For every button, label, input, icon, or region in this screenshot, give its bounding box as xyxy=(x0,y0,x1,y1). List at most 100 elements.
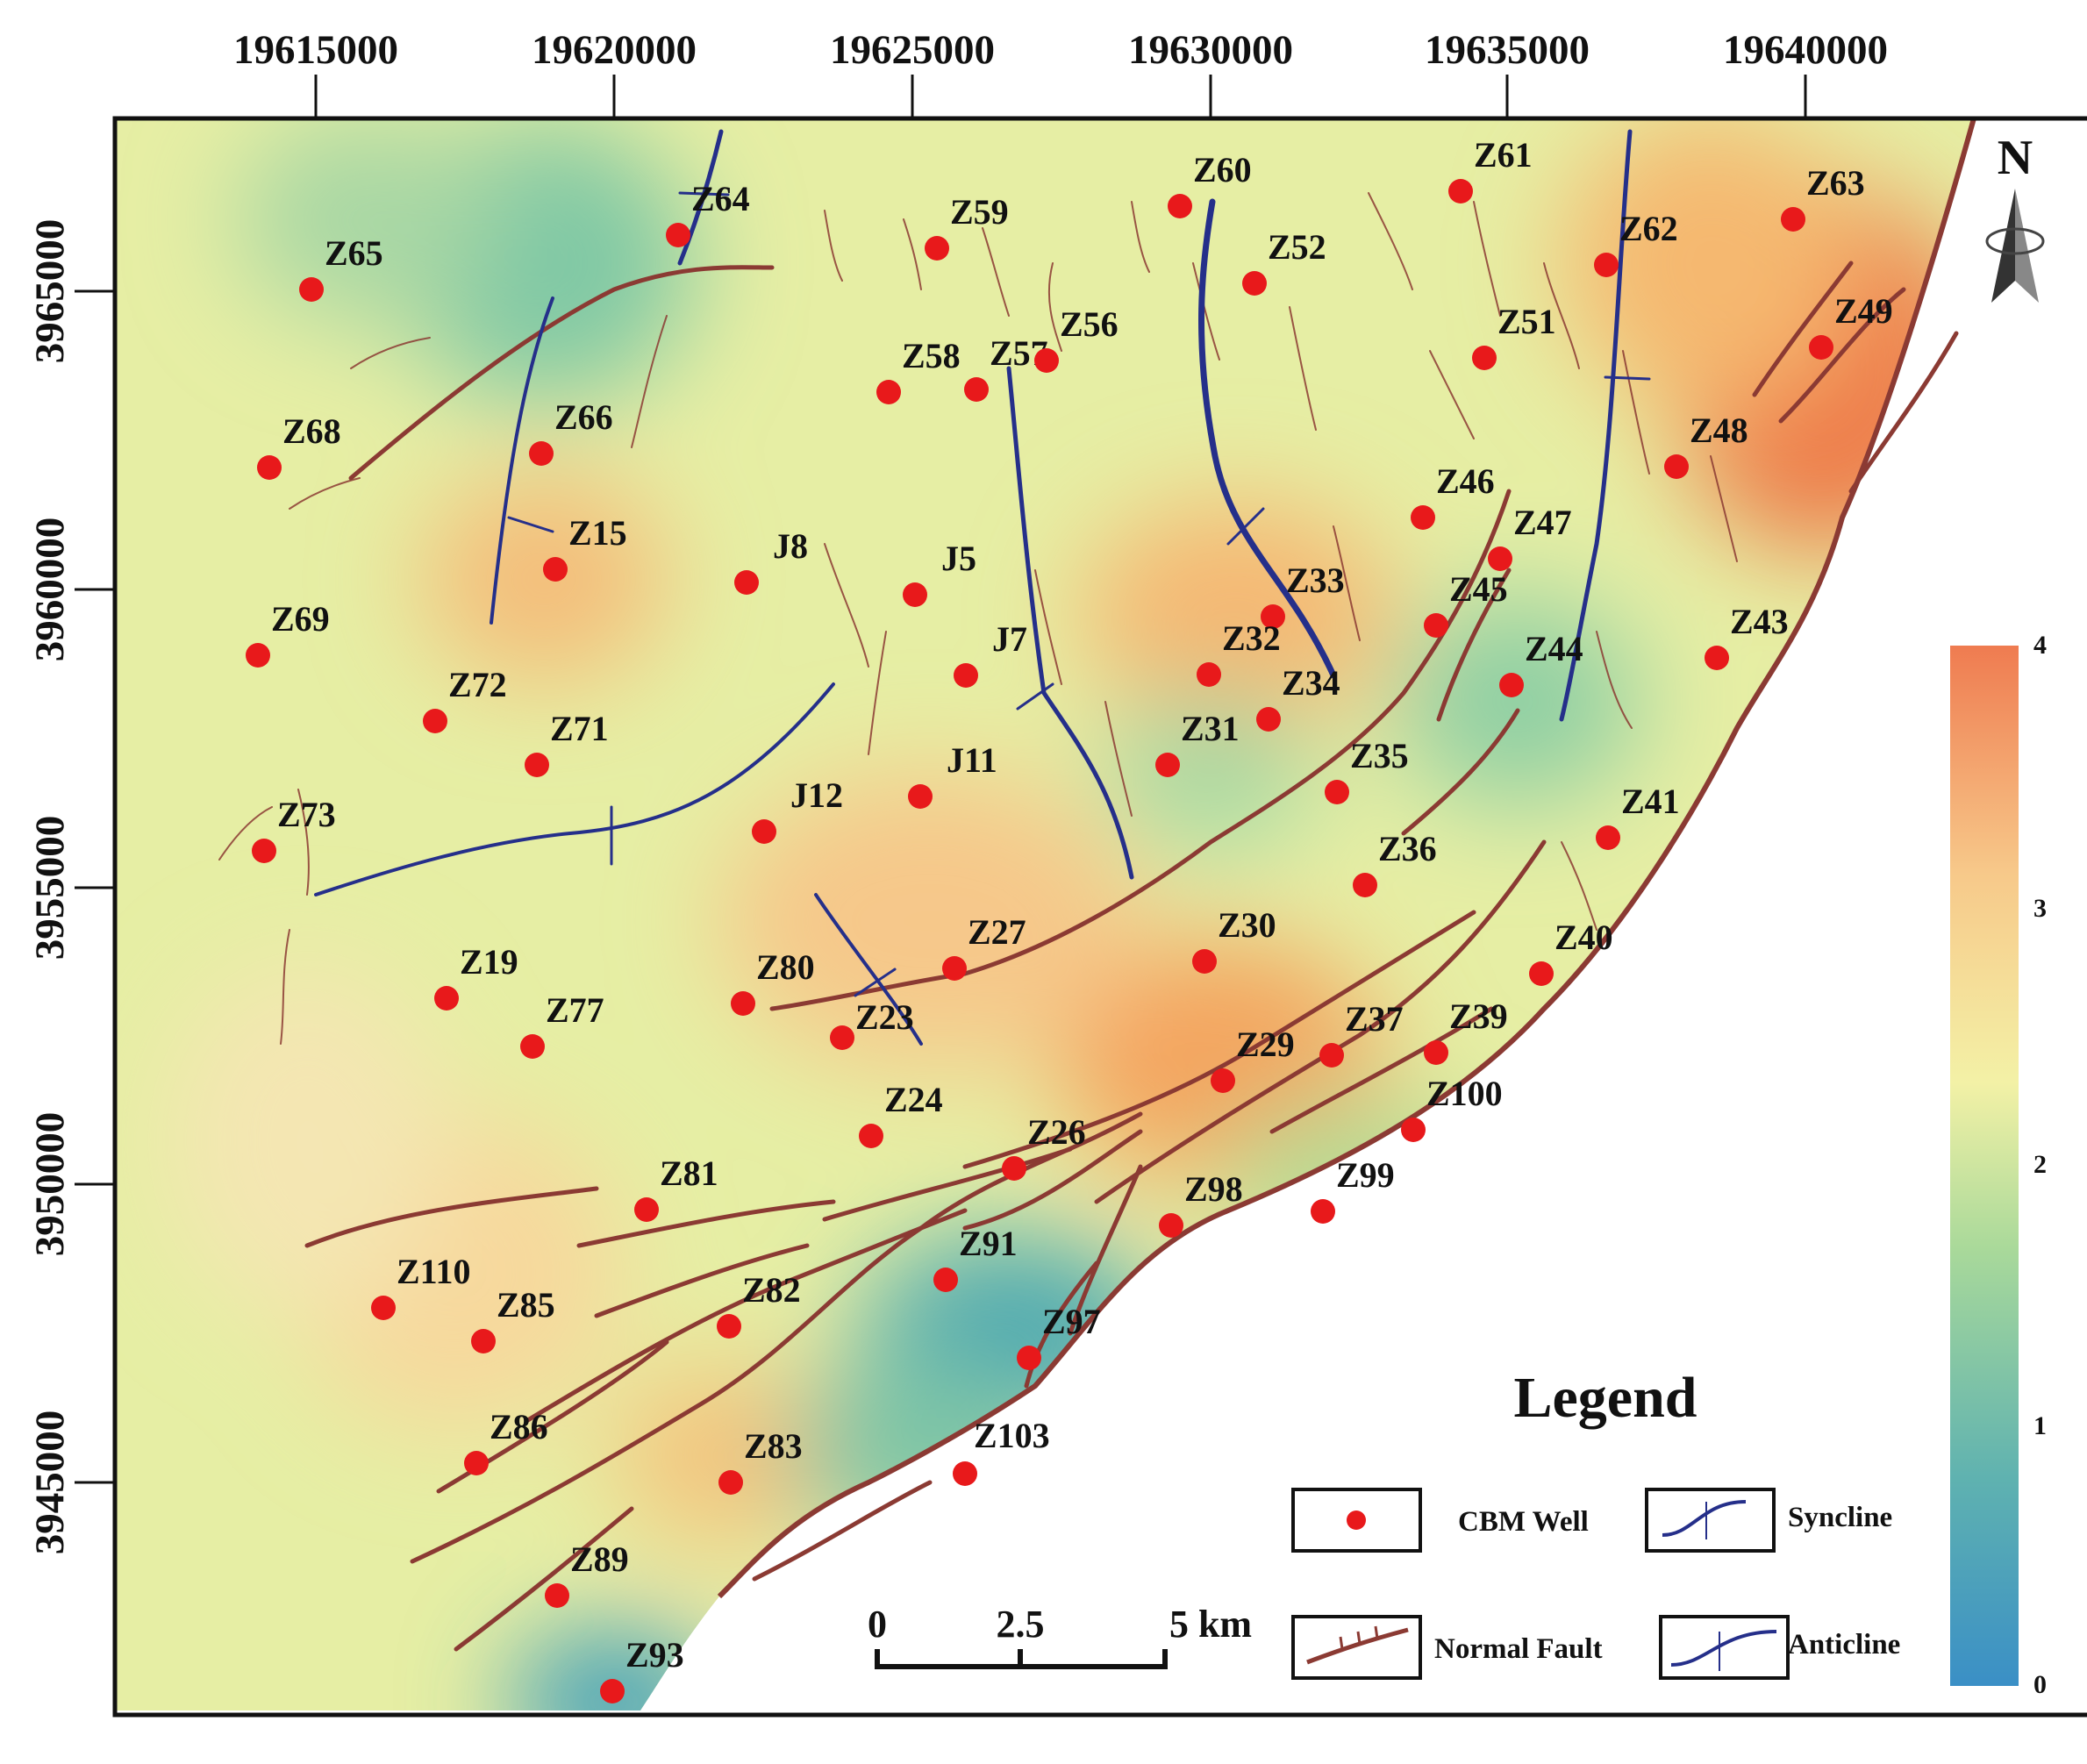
well-label: Z97 xyxy=(1042,1302,1101,1341)
well-dot xyxy=(1192,949,1217,974)
well-marker: Z56 xyxy=(1034,304,1119,373)
colorbar-label: 1 xyxy=(2033,1411,2047,1440)
well-dot xyxy=(1401,1118,1426,1142)
well-label: Z37 xyxy=(1345,999,1404,1039)
well-dot xyxy=(1596,825,1620,850)
well-label: Z81 xyxy=(660,1153,718,1193)
well-marker: Z45 xyxy=(1424,569,1508,638)
well-label: Z59 xyxy=(950,192,1009,232)
y-tick-label: 3950000 xyxy=(27,1112,73,1257)
well-label: Z82 xyxy=(742,1270,801,1310)
well-label: Z63 xyxy=(1806,163,1865,203)
well-label: Z46 xyxy=(1436,461,1495,501)
well-dot xyxy=(543,557,568,582)
well-label: Z64 xyxy=(691,179,750,218)
well-label: Z23 xyxy=(855,997,914,1037)
x-tick-label: 19620000 xyxy=(532,27,697,73)
well-marker: Z77 xyxy=(520,990,604,1059)
well-marker: Z93 xyxy=(600,1635,684,1703)
well-label: Z32 xyxy=(1222,618,1281,658)
well-dot xyxy=(520,1034,545,1059)
well-dot xyxy=(434,986,459,1011)
north-label: N xyxy=(1998,131,2033,185)
well-dot xyxy=(1424,613,1448,638)
well-dot xyxy=(1197,662,1221,687)
well-label: Z71 xyxy=(550,709,609,748)
well-dot xyxy=(1499,673,1524,697)
well-dot xyxy=(1472,346,1497,370)
well-marker: Z72 xyxy=(423,665,507,733)
well-marker: Z51 xyxy=(1472,302,1556,370)
well-marker: Z83 xyxy=(718,1426,803,1495)
well-dot xyxy=(1325,780,1349,804)
well-dot xyxy=(252,839,276,863)
well-dot xyxy=(1529,961,1554,986)
well-label: Z98 xyxy=(1184,1169,1243,1209)
scale-label: 2.5 xyxy=(997,1603,1045,1646)
well-dot xyxy=(666,223,690,247)
well-marker: Z46 xyxy=(1411,461,1495,530)
well-dot xyxy=(1155,753,1180,777)
well-label: Z43 xyxy=(1730,602,1789,641)
well-label: Z24 xyxy=(884,1080,943,1119)
well-dot xyxy=(1242,271,1267,296)
well-dot xyxy=(371,1296,396,1320)
well-marker: Z60 xyxy=(1168,150,1252,218)
well-dot xyxy=(752,819,776,844)
well-label: Z45 xyxy=(1449,569,1508,609)
well-dot xyxy=(1211,1068,1235,1093)
well-label: Z30 xyxy=(1218,905,1276,945)
well-marker: Z41 xyxy=(1596,782,1680,850)
well-marker: Z39 xyxy=(1424,996,1508,1065)
well-dot xyxy=(1311,1199,1335,1224)
well-label: Z52 xyxy=(1268,227,1326,267)
well-dot xyxy=(1488,546,1512,571)
well-label: Z72 xyxy=(448,665,507,704)
well-marker: Z68 xyxy=(257,411,341,480)
well-marker: J5 xyxy=(903,539,976,607)
well-marker: Z37 xyxy=(1319,999,1404,1068)
well-dot xyxy=(954,663,978,688)
well-marker: Z91 xyxy=(933,1224,1018,1292)
well-marker: Z81 xyxy=(634,1153,718,1222)
well-marker: Z80 xyxy=(731,947,815,1016)
well-label: Z41 xyxy=(1621,782,1680,821)
well-dot xyxy=(1809,335,1833,360)
well-label: Z33 xyxy=(1286,561,1345,600)
colorbar-gradient xyxy=(1948,644,2020,1688)
well-label: Z48 xyxy=(1690,411,1748,450)
well-label: Z31 xyxy=(1181,709,1240,748)
well-marker: Z33 xyxy=(1261,561,1345,629)
unmapped-area xyxy=(640,118,1977,1711)
well-dot xyxy=(1319,1043,1344,1068)
y-tick-label: 3965000 xyxy=(27,219,73,364)
well-dot xyxy=(1256,707,1281,732)
well-marker: Z52 xyxy=(1242,227,1326,296)
well-dot xyxy=(953,1461,977,1486)
well-dot xyxy=(471,1329,496,1353)
well-label: Z26 xyxy=(1027,1112,1086,1152)
x-tick-label: 19640000 xyxy=(1723,27,1888,73)
well-label: Z91 xyxy=(959,1224,1018,1263)
well-label: Z99 xyxy=(1336,1155,1395,1195)
scale-bar: 0 2.5 5 km xyxy=(868,1603,1252,1669)
well-dot xyxy=(942,956,967,981)
well-label: Z103 xyxy=(974,1416,1050,1455)
well-label: Z61 xyxy=(1474,135,1533,175)
well-dot xyxy=(464,1451,489,1475)
well-dot xyxy=(1002,1156,1026,1181)
well-marker: Z59 xyxy=(925,192,1009,261)
well-marker: Z66 xyxy=(529,397,613,466)
x-tick-label: 19625000 xyxy=(830,27,995,73)
well-marker: Z98 xyxy=(1159,1169,1243,1238)
well-marker: Z71 xyxy=(525,709,609,777)
well-label: Z86 xyxy=(490,1407,548,1446)
scale-label: 0 xyxy=(868,1603,887,1646)
well-dot xyxy=(734,570,759,595)
well-marker: Z73 xyxy=(252,795,336,863)
well-dot xyxy=(545,1583,569,1608)
well-marker: Z26 xyxy=(1002,1112,1086,1181)
legend-label-well: CBM Well xyxy=(1458,1506,1589,1538)
well-marker: Z31 xyxy=(1155,709,1240,777)
